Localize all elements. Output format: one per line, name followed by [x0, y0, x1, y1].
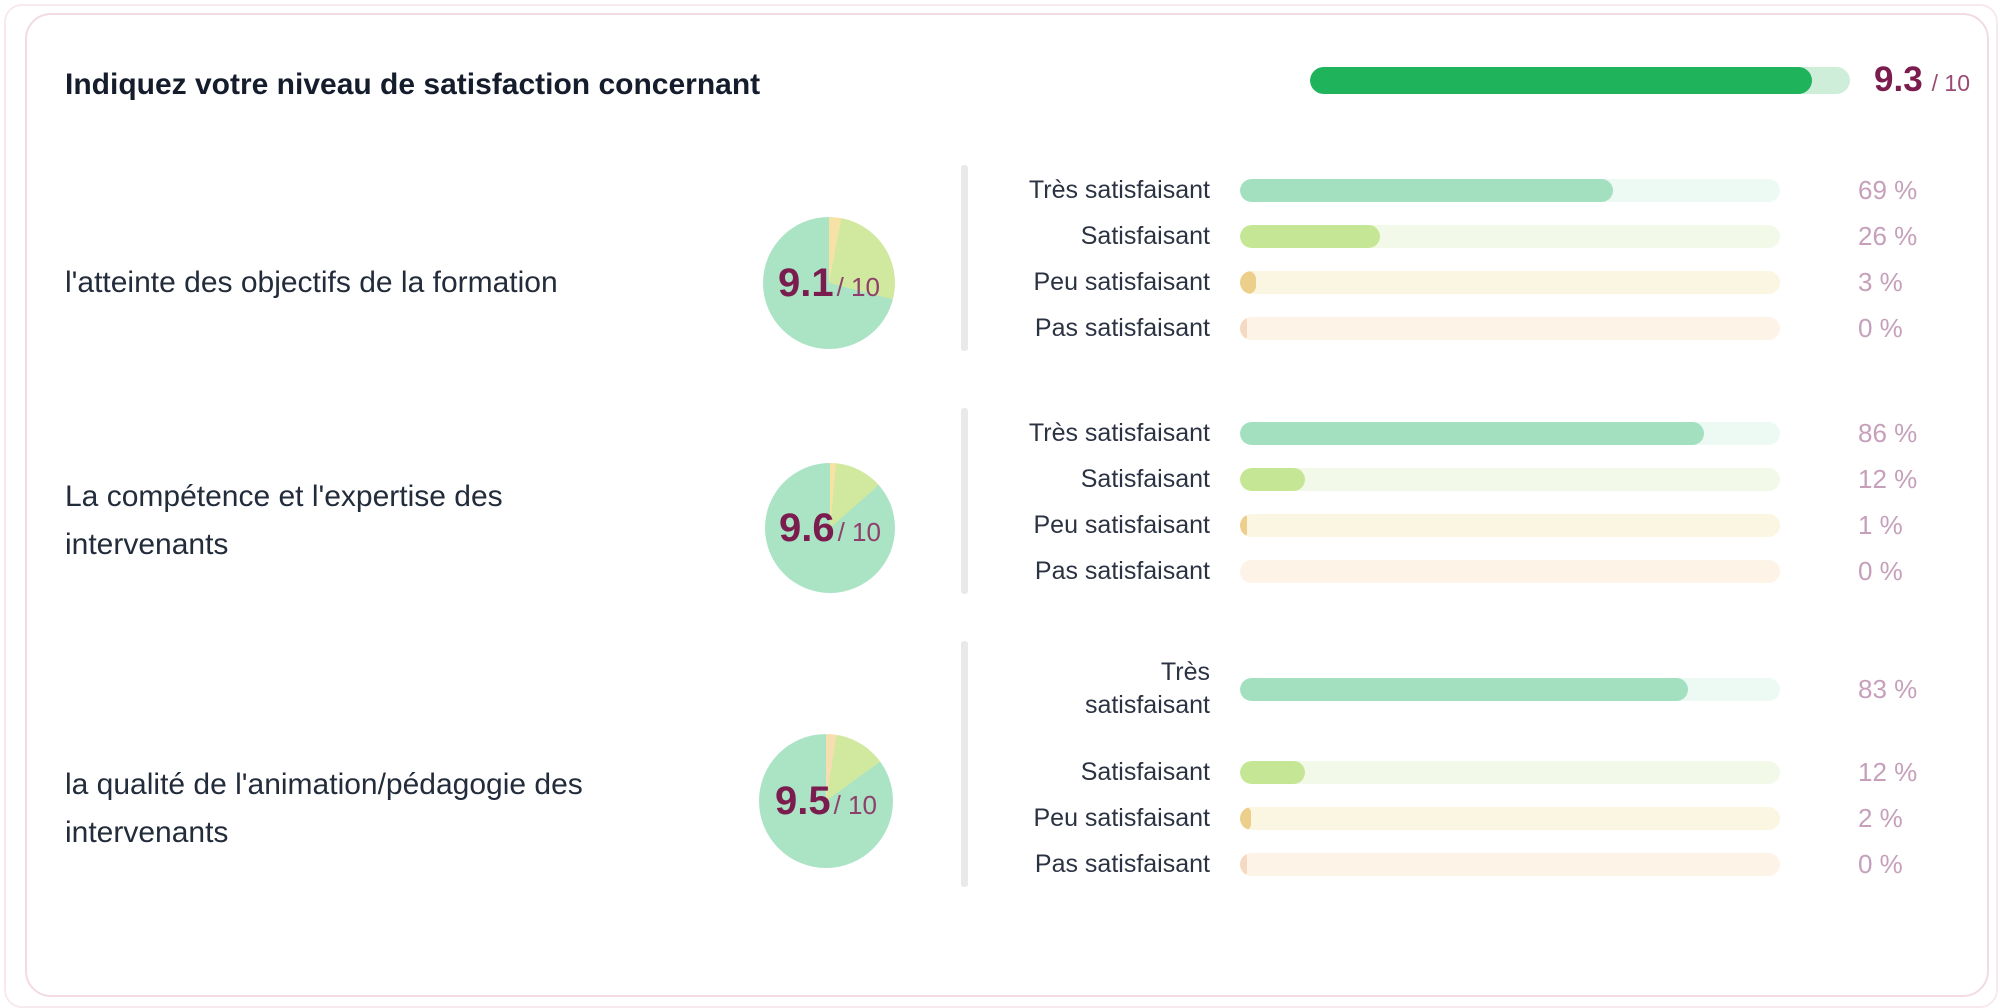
question-2: La compétence et l'expertise des interve… — [65, 473, 705, 569]
pie-chart-1: 9.1 / 10 — [763, 217, 895, 349]
question-2-line2: intervenants — [65, 528, 229, 561]
answer-row: Peu satisfaisant 2 % — [987, 795, 1917, 841]
page-title: Indiquez votre niveau de satisfaction co… — [65, 68, 761, 101]
answer-percentage: 0 % — [1858, 312, 1903, 343]
answer-label: Satisfaisant — [1080, 221, 1210, 250]
answer-label: Très satisfaisant — [1028, 175, 1210, 204]
answer-percentage: 86 % — [1858, 417, 1918, 448]
answer-row: Satisfaisant 12 % — [987, 749, 1918, 795]
answer-percentage: 12 % — [1858, 463, 1918, 494]
answer-label: Peu satisfaisant — [1033, 510, 1211, 539]
answer-percentage: 69 % — [1858, 174, 1918, 205]
section-2-answers: Très satisfaisant 86 % Satisfaisant 12 %… — [987, 410, 1917, 594]
answer-row: Très satisfaisant 86 % — [987, 410, 1917, 456]
score-2-value: 9.6 — [779, 505, 835, 550]
answer-bar-fill — [1240, 421, 1705, 445]
answer-label: Satisfaisant — [1080, 464, 1210, 493]
answer-bar-fill — [1240, 224, 1381, 248]
answer-bar-fill — [1240, 760, 1305, 784]
answer-label: Très satisfaisant — [1084, 658, 1210, 719]
overall-score-progress-fill — [1310, 67, 1813, 94]
answer-bar-track — [1240, 806, 1780, 830]
answer-percentage: 12 % — [1858, 756, 1918, 787]
answer-bar-fill — [1240, 806, 1251, 830]
answer-percentage: 0 % — [1858, 555, 1903, 586]
answer-label: Pas satisfaisant — [1034, 313, 1210, 342]
answer-percentage: 26 % — [1858, 220, 1918, 251]
pie-chart-3: 9.5 / 10 — [759, 734, 893, 868]
score-1-value: 9.1 — [778, 260, 834, 305]
question-3-line2: intervenants — [65, 816, 229, 849]
answer-bar-fill — [1240, 513, 1248, 537]
pie-chart-2: 9.6 / 10 — [765, 463, 895, 593]
answer-bar-track — [1240, 224, 1780, 248]
answer-row: Peu satisfaisant 3 % — [987, 259, 1917, 305]
score-2-max: / 10 — [837, 516, 881, 547]
answer-bar-fill — [1240, 270, 1257, 294]
answer-bar-fill — [1240, 852, 1248, 876]
answer-bar-track — [1240, 513, 1780, 537]
answer-percentage: 3 % — [1858, 266, 1903, 297]
score-badge-2: 9.6 / 10 — [779, 506, 881, 551]
answer-row: Très satisfaisant 83 % — [987, 643, 1917, 735]
question-3-line1: la qualité de l'animation/pédagogie des — [65, 768, 583, 801]
section-1-answers: Très satisfaisant 69 % Satisfaisant 26 %… — [987, 167, 1917, 351]
answer-bar-track — [1240, 760, 1780, 784]
answer-bar-track — [1240, 677, 1780, 701]
answer-bar-track — [1240, 316, 1780, 340]
question-2-line1: La compétence et l'expertise des — [65, 480, 503, 513]
score-1-max: / 10 — [836, 271, 880, 302]
answer-label: Très satisfaisant — [1028, 418, 1210, 447]
overall-score-value: 9.3 — [1874, 60, 1923, 99]
answer-row: Très satisfaisant 69 % — [987, 167, 1917, 213]
answer-label: Pas satisfaisant — [1034, 849, 1210, 878]
answer-row: Pas satisfaisant 0 % — [987, 841, 1917, 887]
overall-score-progress-track — [1310, 67, 1850, 94]
answer-bar-track — [1240, 852, 1780, 876]
question-1: l'atteinte des objectifs de la formation — [65, 261, 705, 305]
answer-label: Peu satisfaisant — [1033, 267, 1211, 296]
answer-row: Pas satisfaisant 0 % — [987, 305, 1917, 351]
section-1-divider — [961, 165, 968, 351]
answer-bar-fill — [1240, 467, 1305, 491]
answer-label: Satisfaisant — [1080, 757, 1210, 786]
question-1-line1: l'atteinte des objectifs de la formation — [65, 266, 558, 299]
answer-label: Pas satisfaisant — [1034, 556, 1210, 585]
answer-bar-track — [1240, 178, 1780, 202]
answer-percentage: 2 % — [1858, 802, 1903, 833]
answer-row: Peu satisfaisant 1 % — [987, 502, 1917, 548]
section-3-divider — [961, 641, 968, 887]
answer-row: Satisfaisant 26 % — [987, 213, 1918, 259]
score-badge-3: 9.5 / 10 — [775, 779, 877, 824]
answer-bar-fill — [1240, 316, 1248, 340]
overall-score-max: / 10 — [1931, 70, 1971, 96]
score-3-value: 9.5 — [775, 778, 831, 823]
section-3-answers: Très satisfaisant 83 % Satisfaisant 12 %… — [987, 643, 1918, 887]
answer-bar-fill — [1240, 178, 1613, 202]
answer-percentage: 83 % — [1858, 673, 1918, 704]
satisfaction-report-card: Indiquez votre niveau de satisfaction co… — [25, 13, 1989, 997]
answer-label: Peu satisfaisant — [1033, 803, 1211, 832]
section-2-divider — [961, 408, 968, 594]
score-3-max: / 10 — [833, 789, 877, 820]
answer-bar-fill — [1240, 677, 1689, 701]
score-badge-1: 9.1 / 10 — [778, 261, 880, 306]
answer-bar-track — [1240, 421, 1780, 445]
answer-bar-track — [1240, 270, 1780, 294]
answer-percentage: 0 % — [1858, 848, 1903, 879]
question-3: la qualité de l'animation/pédagogie des … — [65, 761, 705, 857]
answer-percentage: 1 % — [1858, 509, 1903, 540]
answer-bar-track — [1240, 467, 1780, 491]
answer-row: Satisfaisant 12 % — [987, 456, 1918, 502]
answer-bar-track — [1240, 559, 1780, 583]
overall-score: 9.3 / 10 — [1874, 61, 1970, 99]
answer-row: Pas satisfaisant 0 % — [987, 548, 1917, 594]
